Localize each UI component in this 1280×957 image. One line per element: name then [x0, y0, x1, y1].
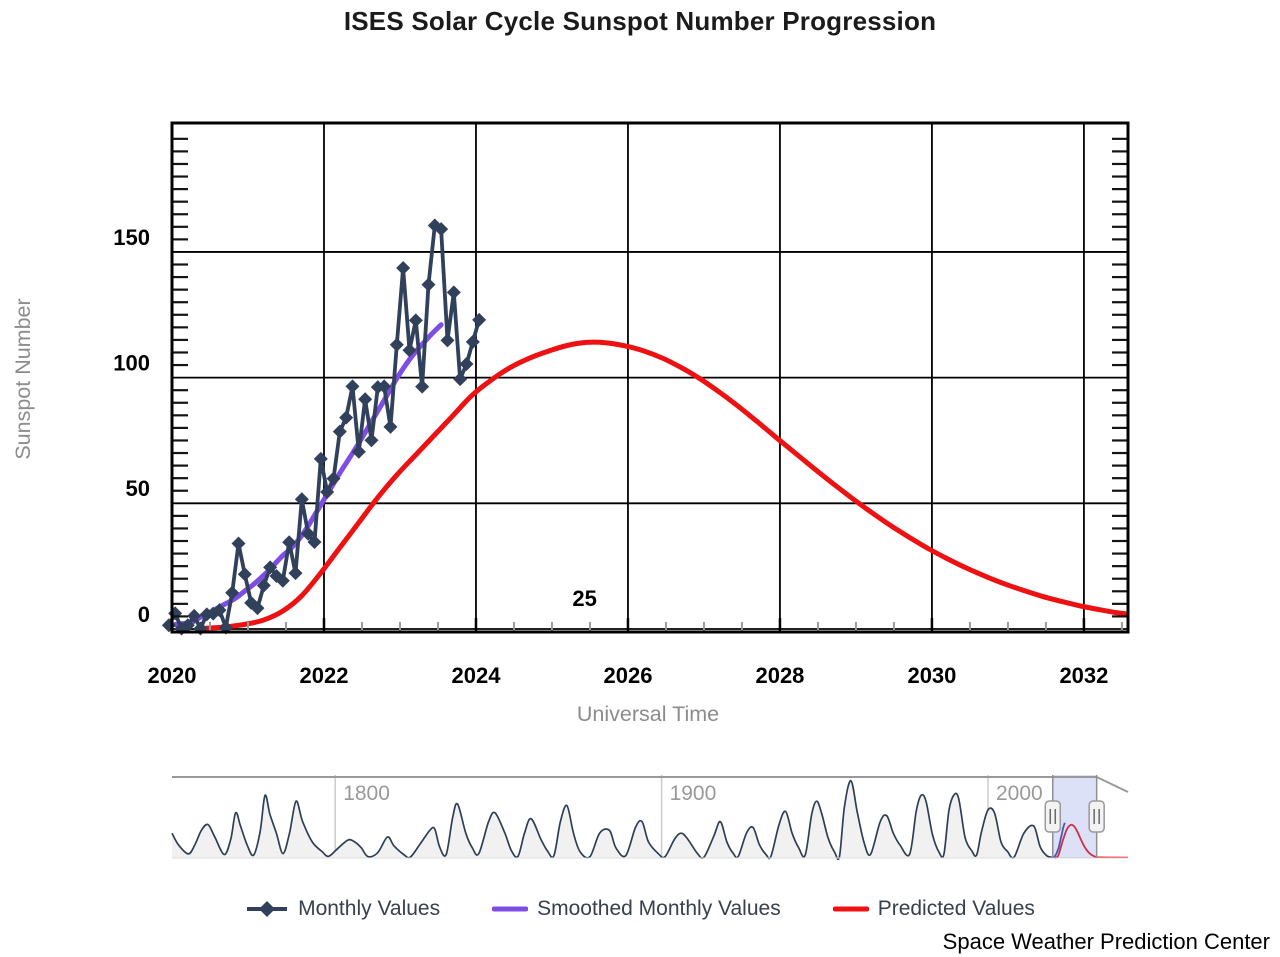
plot-border	[170, 121, 1130, 634]
handle-grip	[1044, 800, 1062, 833]
diamond-marker	[332, 424, 347, 439]
diamond-marker	[231, 536, 246, 551]
diamond-marker	[472, 312, 487, 327]
predicted-line-icon	[832, 906, 869, 912]
navigator: 1800 1900 2000	[171, 775, 1129, 861]
navigator-predicted-series	[1054, 823, 1129, 859]
diamond-marker	[339, 410, 354, 425]
diamond-marker	[250, 601, 265, 616]
navigator-right-handle[interactable]	[1088, 800, 1105, 833]
diamond-marker	[465, 334, 480, 349]
diamond-marker	[440, 333, 455, 348]
diamond-marker	[446, 285, 461, 300]
diamond-marker	[282, 535, 297, 550]
x-tick-label-2024: 2024	[451, 663, 501, 688]
y-tick-label-150: 150	[113, 225, 150, 250]
navigator-left-handle[interactable]	[1044, 800, 1062, 833]
plot-area[interactable]	[172, 123, 1128, 632]
diamond-marker	[459, 357, 474, 372]
diamond-marker	[307, 535, 322, 550]
diamond-marker	[212, 603, 227, 618]
handle-grip	[1088, 800, 1105, 833]
navigator-outline	[172, 776, 1129, 793]
legend-item-monthly-values[interactable]: Monthly Values	[245, 897, 440, 921]
legend: Monthly Values Smoothed Monthly Values P…	[0, 891, 1280, 927]
diamond-marker	[320, 484, 335, 499]
navigator-smoothed-series	[1052, 822, 1066, 859]
x-tick-label-2026: 2026	[603, 663, 652, 688]
legend-label-monthly-values: Monthly Values	[298, 897, 441, 920]
credit-link[interactable]: Space Weather Prediction Center	[942, 929, 1270, 954]
navigator-historical-series	[171, 779, 1053, 861]
axis-labels: 0 50 100 150 2020 2022 2024 2026 2028 2030 2032	[113, 225, 1108, 688]
legend-label-predicted-values: Predicted Values	[877, 897, 1035, 920]
navigator-tick-label-2000: 2000	[996, 782, 1043, 805]
navigator-tick-label-1900: 1900	[670, 782, 717, 805]
diamond-marker	[313, 451, 328, 466]
legend-item-smoothed-monthly-values[interactable]: Smoothed Monthly Values	[492, 897, 781, 921]
diamond-marker	[187, 608, 202, 623]
diamond-marker	[453, 372, 468, 387]
y-tick-label-100: 100	[113, 350, 150, 375]
main-chart: 0 50 100 150 2020 2022 2024 2026 2028 2030 2032 25…	[11, 121, 1130, 861]
diamond-marker	[408, 313, 423, 328]
smoothed-line-icon	[492, 906, 529, 912]
diamond-marker	[364, 433, 379, 448]
diamond-marker	[288, 566, 303, 581]
monthly-values-marker-icon	[247, 901, 288, 917]
diamond-marker	[415, 379, 430, 394]
diamond-marker	[294, 492, 309, 507]
diamond-marker	[275, 573, 290, 588]
legend-label-smoothed-monthly-values: Smoothed Monthly Values	[537, 897, 781, 920]
navigator-tick-label-1800: 1800	[343, 782, 390, 805]
diamond-marker	[389, 337, 404, 352]
diamond-marker	[345, 379, 360, 394]
diamond-marker	[377, 379, 392, 394]
diamond-marker	[421, 277, 436, 292]
x-tick-label-2022: 2022	[300, 663, 349, 688]
diamond-marker	[396, 261, 411, 276]
predicted-values-series	[203, 339, 1128, 631]
diamond-marker	[263, 560, 278, 575]
y-tick-label-50: 50	[126, 476, 150, 501]
x-tick-label-2020: 2020	[148, 663, 197, 688]
diamond-marker	[434, 222, 449, 237]
diamond-marker	[402, 343, 417, 358]
page-title: ISES Solar Cycle Sunspot Number Progress…	[343, 6, 937, 36]
diamond-marker	[358, 392, 373, 407]
diamond-marker	[237, 567, 252, 582]
legend-item-predicted-values[interactable]: Predicted Values	[832, 897, 1035, 921]
diamond-marker	[180, 618, 195, 633]
x-tick-label-2028: 2028	[755, 663, 804, 688]
navigator-historical-area	[172, 780, 1128, 860]
monthly-values-markers	[161, 218, 487, 636]
diamond-marker	[326, 471, 341, 486]
diamond-marker	[301, 526, 316, 541]
y-axis-title: Sunspot Number	[11, 298, 35, 459]
x-tick-label-2032: 2032	[1059, 663, 1108, 688]
series-layer	[161, 218, 1128, 636]
x-tick-label-2030: 2030	[907, 663, 956, 688]
diamond-marker	[225, 585, 240, 600]
cycle-25-label: 25	[572, 586, 596, 611]
grid-layer	[172, 123, 1128, 632]
diamond-marker	[256, 578, 271, 593]
diamond-marker	[383, 419, 398, 434]
x-axis-title: Universal Time	[577, 702, 719, 726]
diamond-marker	[351, 444, 366, 459]
y-tick-label-0: 0	[138, 602, 150, 627]
axis-ticks	[172, 137, 1128, 632]
